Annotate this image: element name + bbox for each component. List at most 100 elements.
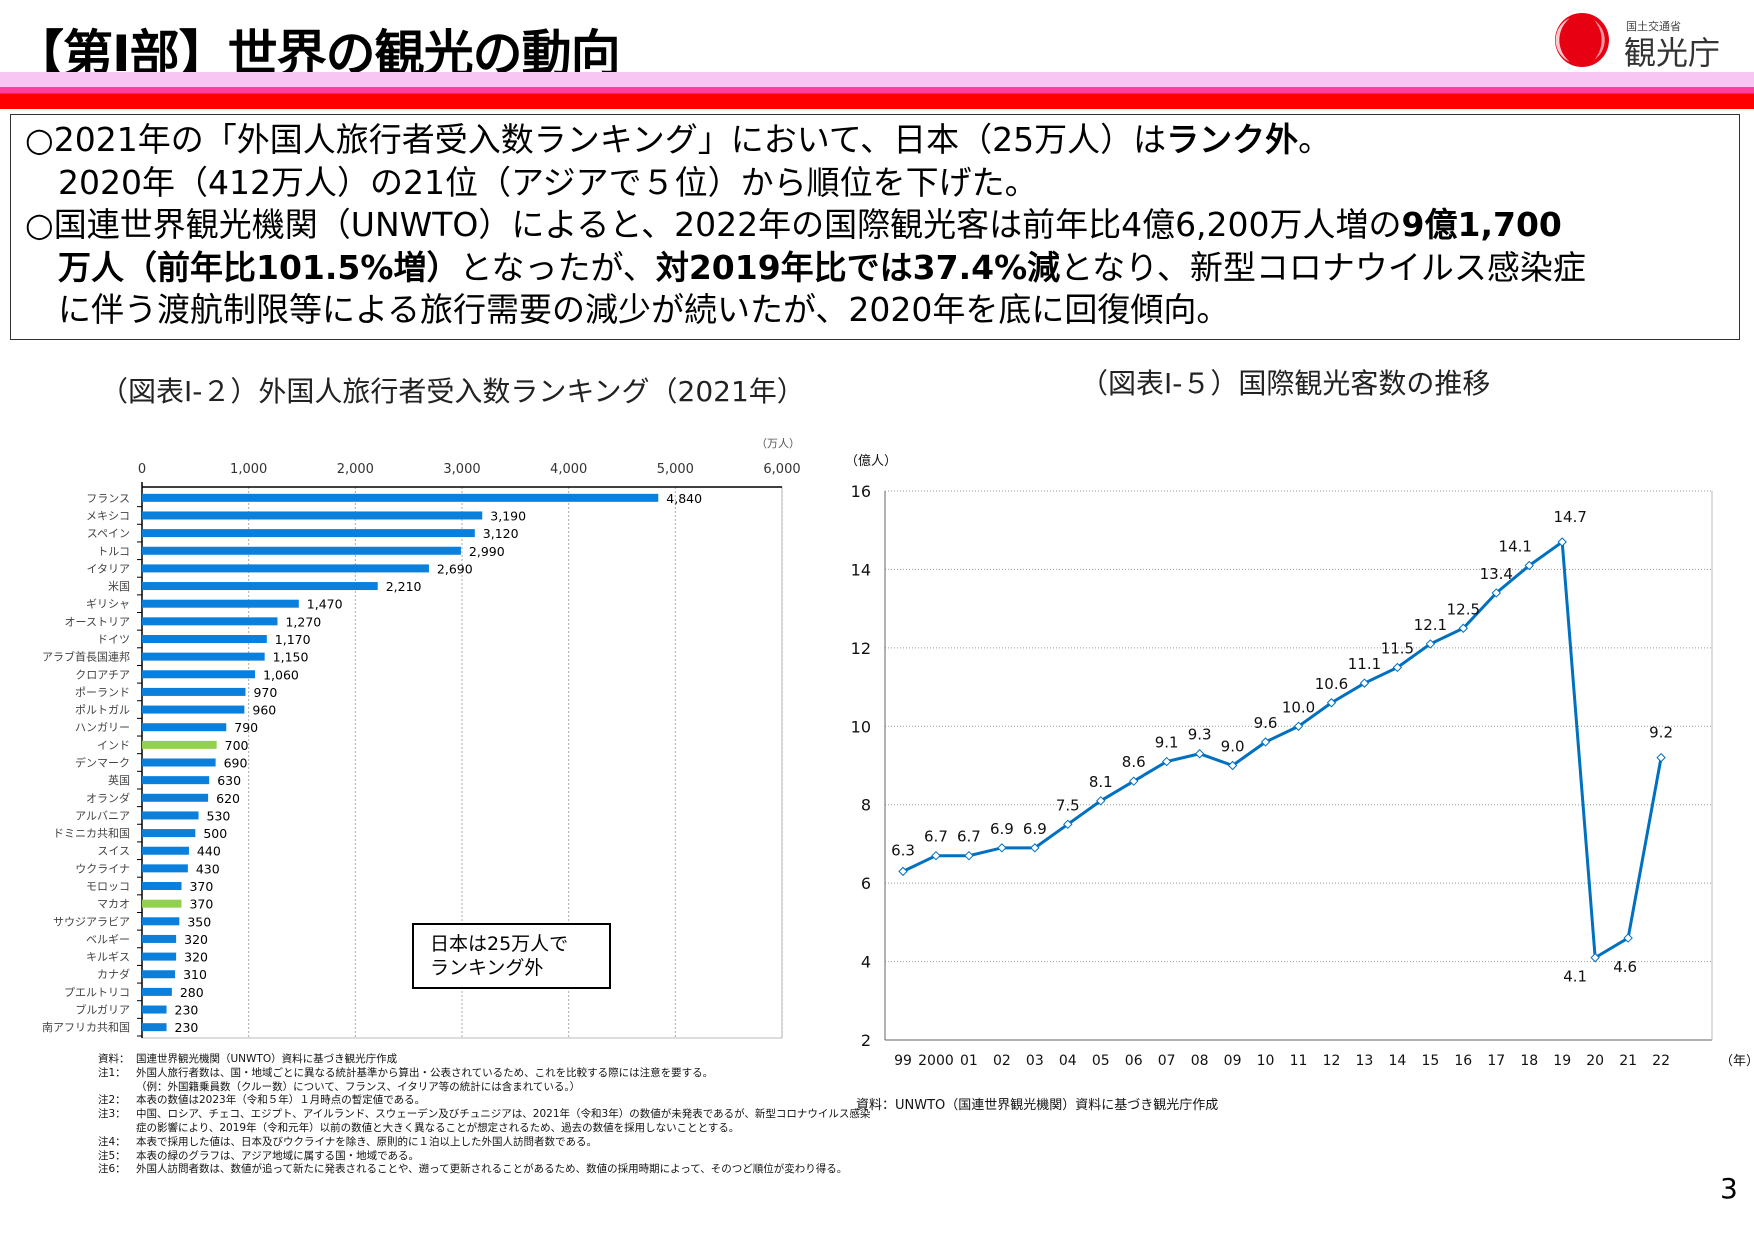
- bar-19: [142, 811, 199, 820]
- bar-24: [142, 899, 182, 908]
- data-label: 8.1: [1089, 773, 1113, 791]
- category-label: デンマーク: [75, 756, 130, 770]
- summary-emphasis: 万人（前年比101.5%増）: [58, 247, 460, 287]
- note-item: 注1： 外国人旅行者数は、国・地域ごとに異なる統計基準から算出・公表されているため…: [98, 1067, 870, 1081]
- data-label: 11.5: [1381, 639, 1414, 657]
- category-label: 南アフリカ共和国: [42, 1021, 130, 1034]
- y-tick-label: 10: [851, 717, 871, 736]
- data-label: 4.6: [1613, 958, 1637, 976]
- summary-line: ○国連世界観光機関（UNWTO）によると、2022年の国際観光客は前年比4億6,…: [25, 204, 1739, 247]
- data-point-06: [1129, 776, 1139, 786]
- note-key: [98, 1081, 136, 1095]
- data-label: 10.6: [1315, 675, 1348, 693]
- category-label: クロアチア: [75, 668, 130, 681]
- note-key: 注3：: [98, 1108, 126, 1121]
- bar-value-label: 280: [180, 985, 204, 1000]
- ranking-bar-chart: 0 1,000 2,000 3,000 4,000 5,000 6,000 （万人） フランス 4…: [42, 437, 801, 1039]
- note-key: 注6：: [98, 1163, 126, 1176]
- data-label: 7.5: [1056, 796, 1080, 814]
- bar-value-label: 440: [197, 844, 221, 859]
- summary-text: 。: [1298, 120, 1332, 159]
- data-label: 6.9: [990, 820, 1014, 838]
- category-label: ウクライナ: [75, 862, 130, 875]
- bar-value-label: 370: [189, 897, 213, 912]
- note-item: 注3： 中国、ロシア、チェコ、エジプト、アイルランド、スウェーデン及びチュニジアは…: [98, 1108, 870, 1122]
- bar-value-label: 1,270: [285, 614, 321, 629]
- note-text: 中国、ロシア、チェコ、エジプト、アイルランド、スウェーデン及びチュニジアは、20…: [136, 1108, 871, 1121]
- bar-11: [142, 670, 256, 679]
- x-axis-label: （年）: [1720, 1054, 1754, 1069]
- bar-1: [142, 493, 659, 502]
- category-label: フランス: [86, 492, 130, 505]
- bar-15: [142, 740, 217, 749]
- callout-line-1: 日本は25万人で: [430, 933, 569, 955]
- data-point-16: [1458, 623, 1469, 633]
- category-label: ポーランド: [75, 686, 130, 699]
- summary-line: ○2021年の「外国人旅行者受入数ランキング」において、日本（25万人）はランク…: [25, 119, 1739, 162]
- ranking-notes: 資料： 国連世界観光機関（UNWTO）資料に基づき観光庁作成 注1： 外国人旅行者数は…: [98, 1053, 870, 1177]
- data-point-19: [1557, 537, 1567, 547]
- x-tick-label: 13: [1356, 1053, 1374, 1069]
- svg-text:国土交通省: 国土交通省: [1626, 19, 1681, 33]
- summary-text: となり、新型コロナウイルス感染症: [1060, 247, 1586, 287]
- bar-value-label: 790: [234, 720, 258, 735]
- bar-25: [142, 917, 180, 926]
- bar-value-label: 960: [252, 703, 276, 718]
- data-label: 9.0: [1221, 738, 1245, 756]
- category-label: インド: [97, 739, 130, 752]
- bar-12: [142, 687, 246, 696]
- x-tick-label: 0: [138, 462, 146, 477]
- summary-line: に伴う渡航制限等による旅行需要の減少が続いたが、2020年を底に回復傾向。: [25, 289, 1739, 332]
- note-key: 注4：: [98, 1135, 126, 1148]
- x-tick-label: 17: [1487, 1053, 1505, 1069]
- unit-label: （万人）: [756, 437, 800, 450]
- category-label: カナダ: [97, 967, 130, 981]
- data-point-09: [1227, 760, 1238, 771]
- data-label: 14.7: [1553, 508, 1586, 526]
- category-label: ドミニカ共和国: [53, 827, 130, 840]
- note-text: 症の影響により、2019年（令和元年）以前の数値と大きく異なることが想定されるた…: [136, 1121, 740, 1134]
- trend-chart-title: （図表Ⅰ-５）国際観光客数の推移: [1080, 367, 1491, 400]
- data-point-02: [997, 843, 1007, 853]
- note-text: 国連世界観光機関（UNWTO）資料に基づき観光庁作成: [136, 1053, 398, 1065]
- x-tick-label: 04: [1059, 1053, 1077, 1069]
- note-item: 資料： 国連世界観光機関（UNWTO）資料に基づき観光庁作成: [98, 1053, 870, 1067]
- logo-mark-icon: 国土交通省 観光庁: [1555, 13, 1720, 72]
- category-label: アラブ首長国連邦: [42, 650, 130, 664]
- page-number: 3: [1720, 1172, 1738, 1205]
- bar-value-label: 310: [183, 967, 207, 982]
- bar-value-label: 690: [224, 756, 248, 771]
- data-label: 13.4: [1480, 565, 1513, 583]
- bar-14: [142, 723, 227, 732]
- callout-line-2: ランキング外: [430, 957, 544, 979]
- bar-9: [142, 634, 267, 643]
- data-point-18: [1524, 560, 1534, 571]
- data-label: 10.0: [1282, 698, 1315, 716]
- bar-value-label: 2,210: [386, 579, 422, 594]
- x-tick-label: 11: [1290, 1053, 1308, 1069]
- summary-box: ○2021年の「外国人旅行者受入数ランキング」において、日本（25万人）はランク…: [10, 114, 1740, 340]
- tourist-trend-line-chart: 2 4 6 8 10 12 14 16 （億人） （年） 99 2000 01 02 03 04 05 06 07 0…: [845, 453, 1754, 1069]
- category-label: サウジアラビア: [53, 915, 130, 928]
- bar-7: [142, 599, 299, 608]
- data-point-21: [1623, 933, 1633, 943]
- x-tick-label: 03: [1026, 1053, 1044, 1069]
- bar-10: [142, 652, 265, 661]
- note-item: 注4： 本表で採用した値は、日本及びウクライナを除き、原則的に１泊以上した外国人訪…: [98, 1136, 870, 1150]
- category-label: ドイツ: [97, 633, 130, 646]
- y-tick-label: 8: [861, 796, 871, 815]
- x-tick-label: 18: [1520, 1053, 1538, 1069]
- category-label: ギリシャ: [86, 598, 130, 611]
- bar-value-label: 320: [184, 950, 208, 965]
- note-text: （例：外国籍乗員数（クルー数）について、フランス、イタリア等の統計には含まれてい…: [136, 1080, 581, 1093]
- note-text: 本表で採用した値は、日本及びウクライナを除き、原則的に１泊以上した外国人訪問者数…: [136, 1135, 597, 1148]
- summary-emphasis: ランク外: [1166, 120, 1299, 159]
- category-label: モロッコ: [86, 880, 130, 893]
- data-point-14: [1392, 662, 1403, 673]
- bar-21: [142, 846, 189, 855]
- x-tick-label: 5,000: [657, 462, 694, 477]
- bar-18: [142, 793, 209, 802]
- category-label: スイス: [97, 845, 130, 858]
- bar-value-label: 700: [225, 738, 249, 753]
- data-label: 6.9: [1023, 820, 1047, 838]
